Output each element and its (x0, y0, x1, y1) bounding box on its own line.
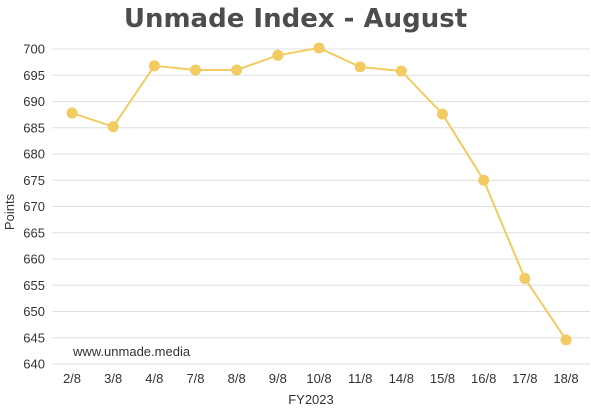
series-line-path (71, 46, 567, 341)
x-tick-label: 9/8 (269, 371, 287, 386)
y-tick-label: 640 (23, 357, 45, 372)
x-tick-label: 8/8 (228, 371, 246, 386)
x-tick-label: 2/8 (63, 371, 81, 386)
x-tick-label: 14/8 (389, 371, 414, 386)
x-tick-label: 11/8 (348, 371, 372, 386)
data-point[interactable] (395, 65, 407, 77)
data-point[interactable] (231, 64, 243, 76)
data-point[interactable] (272, 49, 284, 61)
y-tick-label: 665 (23, 225, 45, 240)
x-tick-label: 3/8 (104, 371, 122, 386)
chart-title: Unmade Index - August (123, 4, 468, 34)
x-tick-label: 7/8 (186, 371, 204, 386)
data-point[interactable] (519, 272, 531, 284)
x-tick-label: 17/8 (512, 371, 537, 386)
y-axis-label: Points (2, 193, 17, 230)
y-tick-label: 650 (23, 304, 45, 319)
data-point[interactable] (313, 42, 325, 54)
x-tick-label: 15/8 (430, 371, 455, 386)
y-tick-labels: 640 645 650 655 660 665 670 675 680 685 690 695 700 (23, 42, 45, 372)
y-tick-label: 655 (23, 278, 45, 293)
y-tick-label: 690 (23, 94, 45, 109)
y-tick-label: 675 (23, 173, 45, 188)
y-tick-label: 645 (23, 330, 45, 345)
x-tick-label: 10/8 (306, 371, 331, 386)
x-tick-labels: 2/8 3/8 4/8 7/8 8/8 9/8 10/8 11/8 14/8 15/8 16/8 17… (63, 371, 579, 386)
y-tick-label: 685 (23, 120, 45, 135)
data-point[interactable] (148, 60, 160, 72)
data-point[interactable] (560, 334, 572, 346)
data-point[interactable] (190, 64, 201, 76)
x-tick-label: 4/8 (145, 371, 163, 386)
watermark-text: www.unmade.media (73, 344, 191, 359)
x-tick-label: 16/8 (471, 371, 496, 386)
data-point[interactable] (107, 121, 119, 133)
y-tick-label: 695 (23, 68, 45, 83)
data-point[interactable] (478, 174, 490, 186)
gridlines (52, 48, 590, 365)
x-tick-label: 18/8 (553, 371, 578, 386)
y-tick-label: 680 (23, 147, 45, 162)
y-tick-label: 660 (23, 252, 45, 267)
data-point[interactable] (354, 61, 366, 73)
y-tick-label: 700 (23, 42, 45, 57)
x-axis-label: FY2023 (288, 392, 334, 407)
y-tick-label: 670 (23, 199, 45, 214)
data-point[interactable] (437, 108, 448, 120)
data-point[interactable] (66, 107, 78, 119)
series-line (66, 42, 572, 346)
